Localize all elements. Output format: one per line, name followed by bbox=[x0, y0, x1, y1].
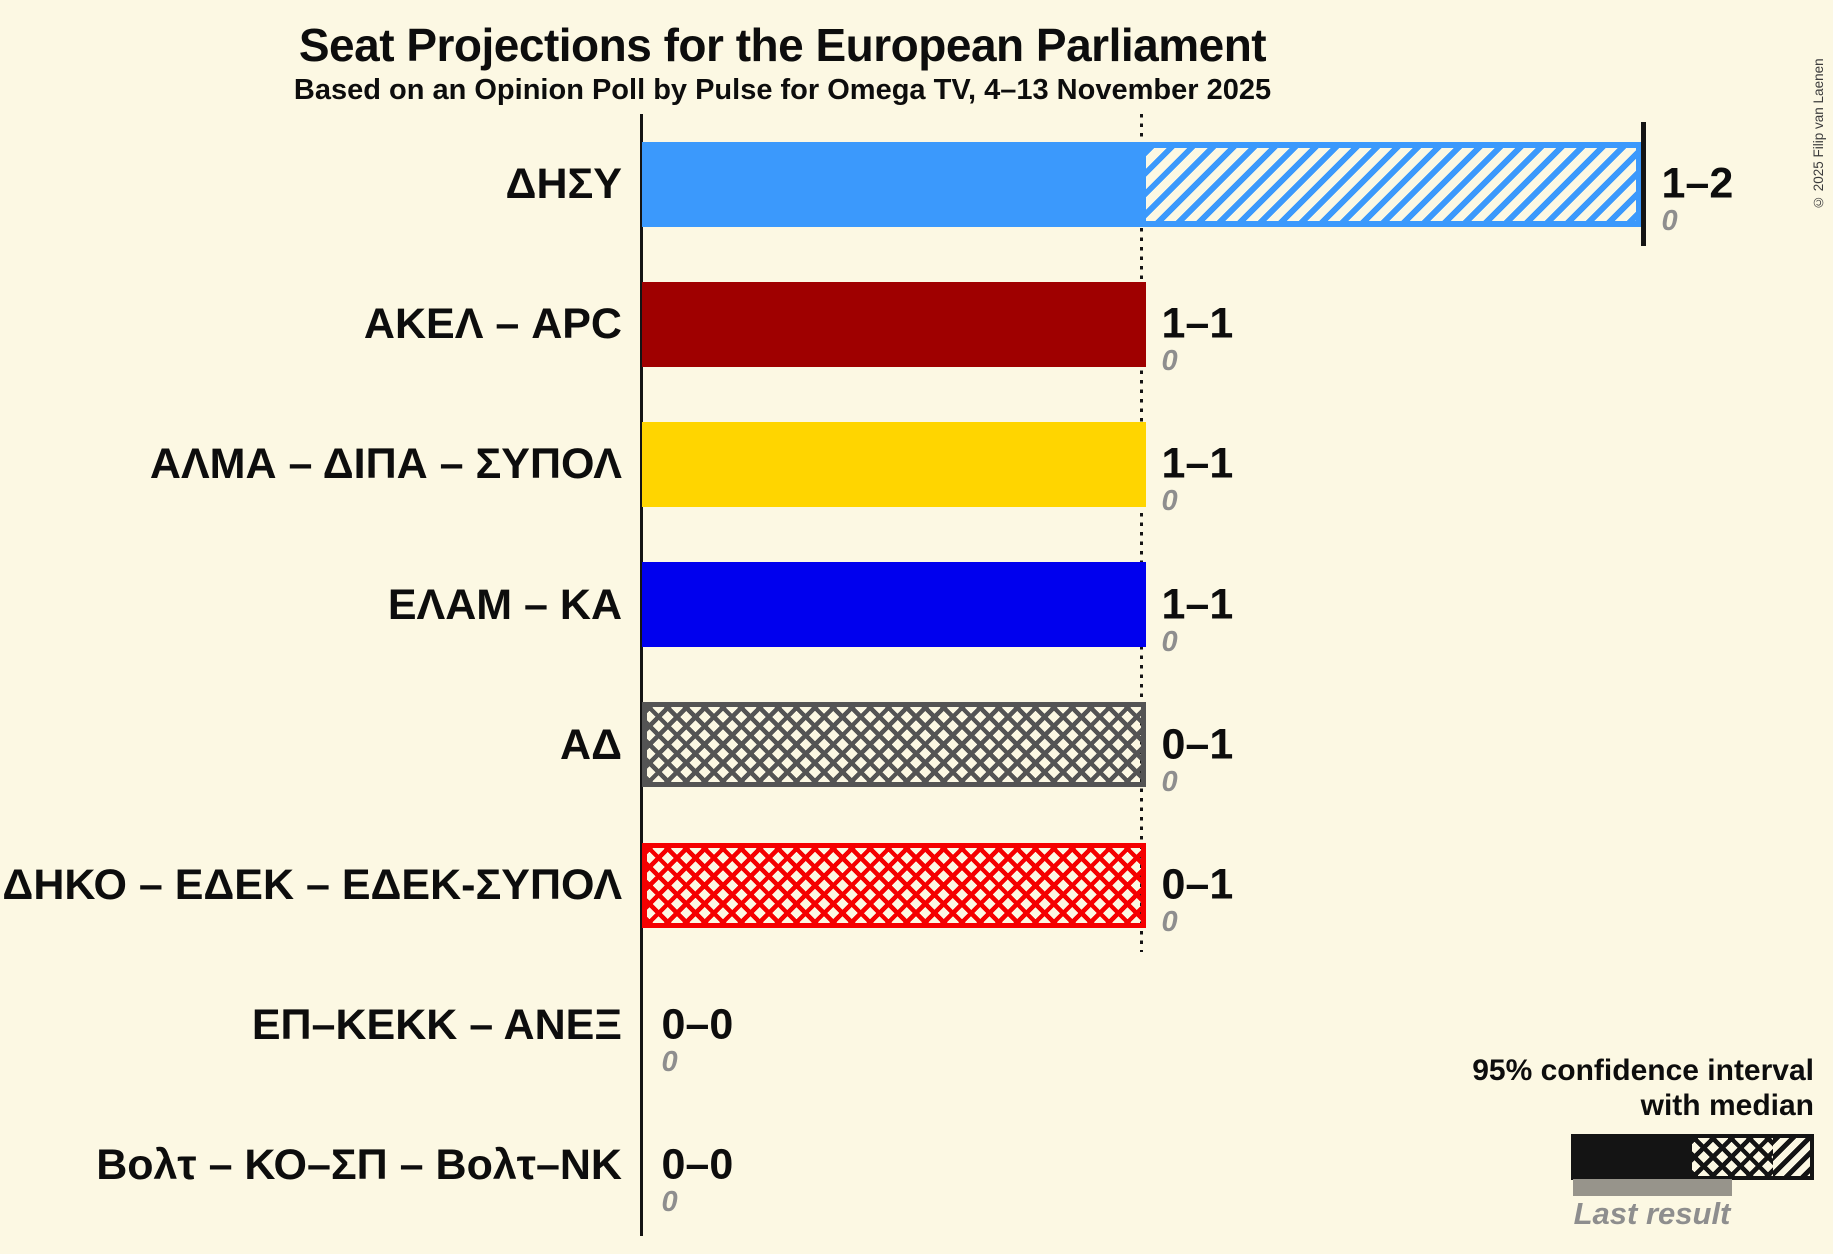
bar-segment-solid bbox=[641, 421, 1146, 507]
copyright-notice: © 2025 Filip van Laenen bbox=[1811, 58, 1826, 210]
legend-last-result-label: Last result bbox=[1573, 1196, 1731, 1231]
party-label: ΑΚΕΛ – APC bbox=[363, 300, 622, 349]
legend-ci-label: 95% confidence interval bbox=[1472, 1054, 1814, 1087]
bar-segment-solid bbox=[641, 562, 1146, 648]
party-label: ΑΛΜΑ – ΔΙΠΑ – ΣΥΠΟΛ bbox=[149, 440, 622, 489]
confidence-interval-label: 1–1 bbox=[1161, 299, 1234, 348]
last-result-value: 0 bbox=[1661, 205, 1678, 237]
chart-title: Seat Projections for the European Parlia… bbox=[298, 19, 1267, 71]
last-result-value: 0 bbox=[1161, 485, 1178, 518]
last-result-value: 0 bbox=[1161, 906, 1178, 938]
confidence-interval-label: 0–1 bbox=[1161, 860, 1234, 909]
legend-ci-swatch bbox=[1571, 1134, 1814, 1180]
last-result-value: 0 bbox=[1161, 765, 1178, 798]
last-result-value: 0 bbox=[661, 1046, 678, 1079]
y-axis-line bbox=[639, 114, 643, 1236]
party-label: ΔΗΣΥ bbox=[505, 160, 622, 208]
legend-last-result-swatch bbox=[1573, 1179, 1732, 1196]
median-marker bbox=[1641, 122, 1646, 246]
party-label: ΑΔ bbox=[560, 720, 622, 769]
legend-crosshatch-swatch bbox=[1692, 1138, 1773, 1176]
confidence-interval-label: 1–1 bbox=[1161, 580, 1234, 629]
bar-segment-cross bbox=[641, 842, 1146, 928]
confidence-interval-label: 0–0 bbox=[661, 1140, 734, 1189]
legend-diagonal-swatch bbox=[1773, 1138, 1810, 1176]
bar-segment-solid bbox=[641, 141, 1146, 227]
last-result-value: 0 bbox=[1161, 625, 1178, 658]
last-result-value: 0 bbox=[661, 1186, 678, 1219]
bar-segment-cross bbox=[641, 702, 1146, 788]
party-label: Βολτ – ΚΟ–ΣΠ – Βολτ–ΝΚ bbox=[96, 1141, 622, 1190]
legend-median-label: with median bbox=[1640, 1089, 1814, 1122]
chart-subtitle: Based on an Opinion Poll by Pulse for Om… bbox=[293, 74, 1272, 106]
gridline-one-seat bbox=[1140, 114, 1143, 952]
confidence-interval-label: 0–0 bbox=[661, 1000, 734, 1049]
bar-segment-solid bbox=[641, 281, 1146, 367]
confidence-interval-label: 1–1 bbox=[1161, 439, 1234, 488]
confidence-interval-label: 1–2 bbox=[1661, 159, 1734, 208]
party-label: ΕΛΑΜ – ΚΑ bbox=[387, 580, 622, 629]
legend-solid-swatch bbox=[1575, 1138, 1692, 1176]
last-result-value: 0 bbox=[1161, 345, 1178, 378]
bar-segment-diagonal bbox=[1145, 141, 1642, 227]
confidence-interval-label: 0–1 bbox=[1161, 720, 1234, 769]
party-label: ΔΗΚΟ – ΕΔΕΚ – ΕΔΕΚ-ΣΥΠΟΛ bbox=[2, 861, 622, 909]
party-label: ΕΠ–ΚΕΚΚ – ΑΝΕΞ bbox=[251, 1001, 622, 1050]
